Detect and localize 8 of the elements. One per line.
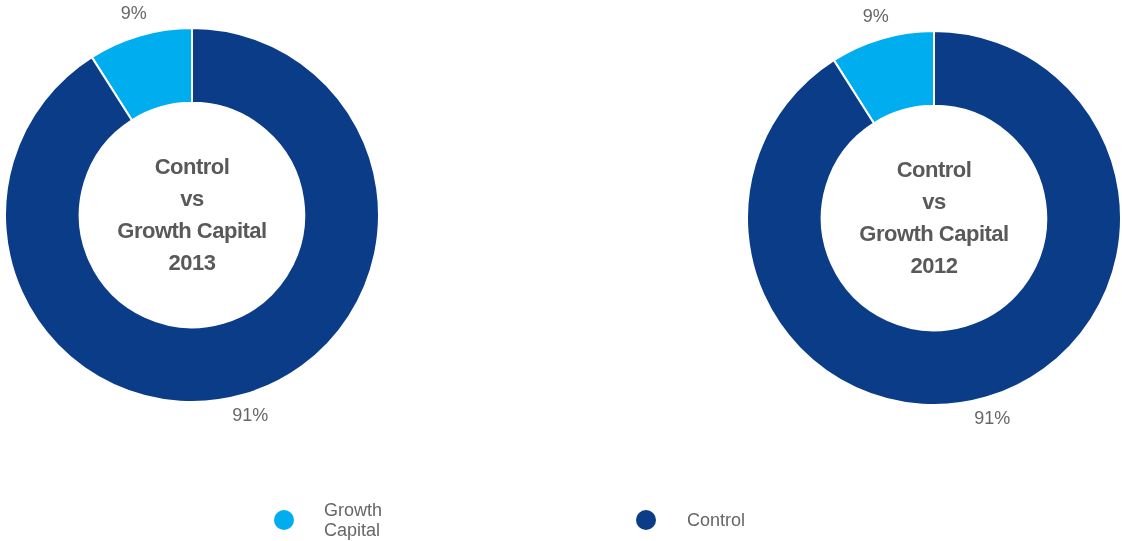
data-label: 9% [862,6,889,27]
data-label: 91% [974,407,1011,428]
data-label: 91% [232,404,269,425]
text: Control vs Growth Capital 2012 [858,157,1010,278]
text: Control vs Growth Capital 2013 [116,154,268,275]
legend-label: Growth Capital [324,500,384,540]
data-label: 9% [120,3,147,24]
legend-label: Control [687,510,746,530]
